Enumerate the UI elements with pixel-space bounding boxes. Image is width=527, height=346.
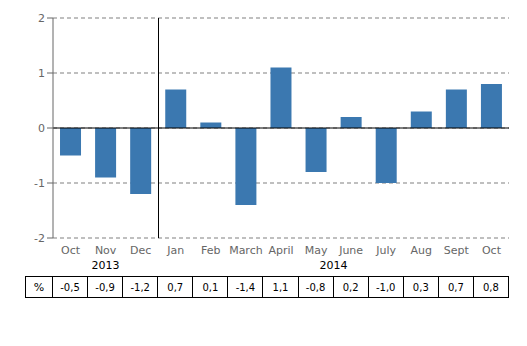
svg-text:Sept: Sept [444, 244, 470, 257]
html-text:0,1: 0,1 [202, 281, 219, 293]
svg-text:-2: -2 [34, 232, 45, 245]
html-text:0,7: 0,7 [167, 281, 184, 293]
html-text:0,3: 0,3 [412, 281, 429, 293]
html-text:2013: 2013 [91, 259, 120, 272]
svg-text:1: 1 [38, 67, 45, 80]
svg-text:March: March [229, 244, 263, 257]
html-text:0,7: 0,7 [447, 281, 464, 293]
svg-text:May: May [305, 244, 328, 257]
svg-text:June: June [338, 244, 363, 257]
html-text:0,8: 0,8 [483, 281, 499, 293]
html-text:-1,4: -1,4 [235, 281, 256, 293]
svg-text:Dec: Dec [130, 244, 151, 257]
svg-text:Aug: Aug [411, 244, 432, 257]
html-text:2014: 2014 [319, 259, 348, 272]
svg-text:April: April [268, 244, 293, 257]
svg-text:Oct: Oct [61, 244, 81, 257]
svg-text:July: July [375, 244, 396, 257]
html-text:-0,5: -0,5 [60, 281, 80, 293]
svg-text:Nov: Nov [95, 244, 117, 257]
html-text:0,2: 0,2 [342, 281, 359, 293]
html-text:-0,8: -0,8 [305, 281, 326, 293]
svg-text:Jan: Jan [166, 244, 184, 257]
svg-text:-1: -1 [34, 177, 45, 190]
html-text:-1,0: -1,0 [376, 281, 396, 293]
html-text:-0,9: -0,9 [95, 281, 115, 293]
svg-text:Oct: Oct [482, 244, 502, 257]
svg-text:2: 2 [38, 12, 45, 25]
svg-text:0: 0 [38, 122, 45, 135]
html-text:1,1: 1,1 [272, 281, 289, 293]
html-text:-1,2: -1,2 [130, 281, 150, 293]
svg-text:Feb: Feb [201, 244, 220, 257]
